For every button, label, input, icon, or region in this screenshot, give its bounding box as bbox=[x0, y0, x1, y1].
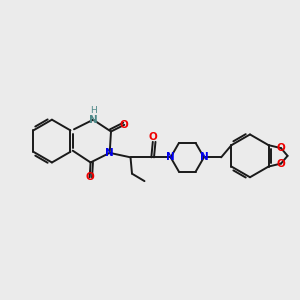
Text: O: O bbox=[277, 159, 285, 169]
Text: O: O bbox=[120, 120, 129, 130]
Text: N: N bbox=[166, 152, 175, 162]
Text: H: H bbox=[90, 106, 97, 115]
Text: N: N bbox=[89, 115, 98, 125]
Text: N: N bbox=[105, 148, 114, 158]
Text: O: O bbox=[148, 132, 157, 142]
Text: O: O bbox=[277, 143, 285, 153]
Text: O: O bbox=[85, 172, 94, 182]
Text: N: N bbox=[200, 152, 208, 162]
